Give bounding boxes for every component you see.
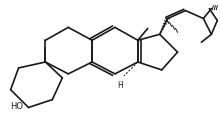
Text: HO: HO [10, 102, 23, 111]
Text: Ḣ: Ḣ [117, 81, 123, 90]
